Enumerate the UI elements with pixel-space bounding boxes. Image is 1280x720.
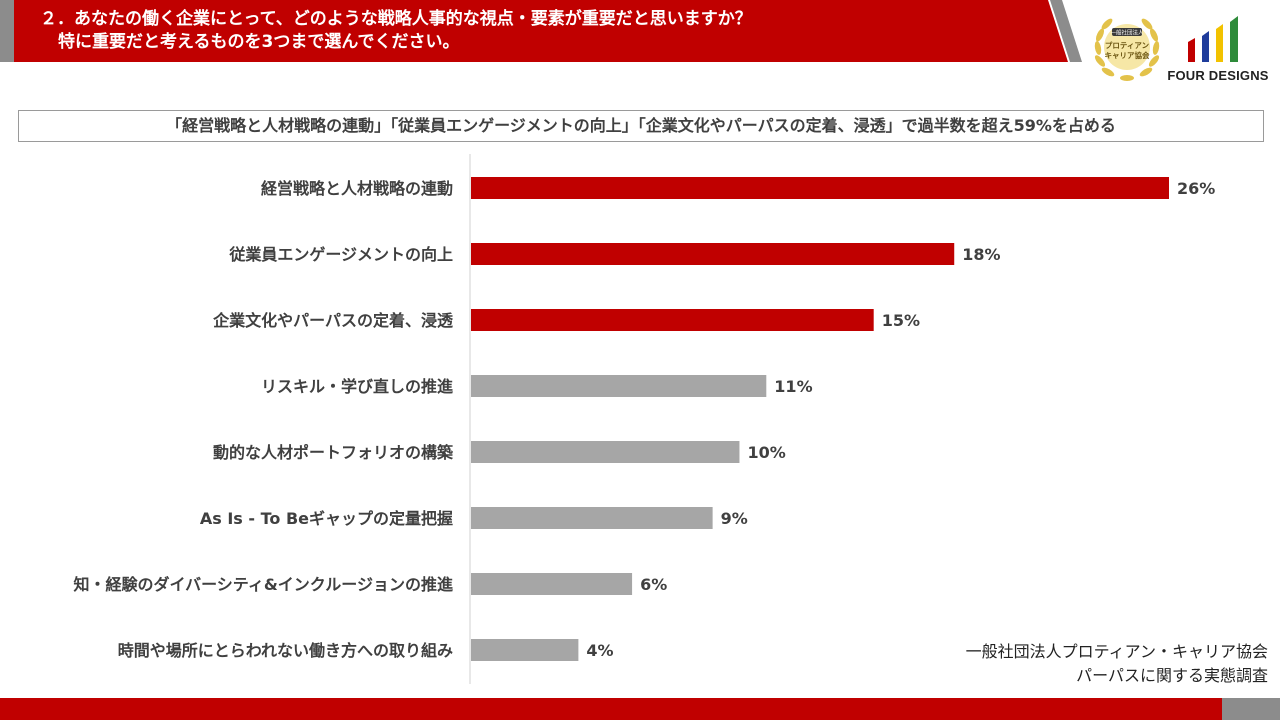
page-title-line1: ２．あなたの働く企業にとって、どのような戦略人事的な視点・要素が重要だと思います… [40, 9, 752, 29]
source-note: 一般社団法人プロティアン・キャリア協会 パーパスに関する実態調査 [966, 640, 1268, 688]
page-title-line2: 特に重要だと考えるものを3つまで選んでください。 [58, 32, 460, 52]
category-label: リスキル・学び直しの推進 [261, 377, 453, 396]
source-line1: 一般社団法人プロティアン・キャリア協会 [965, 642, 1268, 661]
data-label: 4% [586, 641, 613, 660]
data-label: 18% [962, 245, 1000, 264]
category-label: 従業員エンゲージメントの向上 [228, 245, 453, 264]
four-designs-wordmark: FOUR DESIGNS [1167, 68, 1269, 83]
data-label: 26% [1177, 179, 1215, 198]
seal-line2-text: キャリア協会 [1105, 50, 1150, 60]
protean-career-seal-logo: 一般社団法人 プロティアン キャリア協会 [1088, 8, 1166, 86]
data-label: 6% [640, 575, 667, 594]
bar [471, 507, 713, 529]
data-label: 9% [721, 509, 748, 528]
bar [471, 375, 767, 397]
bar [471, 639, 579, 661]
four-designs-logo [1166, 12, 1270, 88]
category-label: 企業文化やパーパスの定着、浸透 [212, 311, 454, 330]
bar [471, 177, 1169, 199]
bar [471, 441, 740, 463]
category-label: 経営戦略と人材戦略の連動 [261, 179, 453, 198]
category-label: 知・経験のダイバーシティ&インクルージョンの推進 [73, 575, 453, 594]
footer-band-grey [1222, 698, 1280, 720]
data-label: 11% [774, 377, 812, 396]
source-line2: パーパスに関する実態調査 [1076, 666, 1268, 685]
category-label: 時間や場所にとらわれない働き方への取り組み [118, 641, 453, 660]
category-label: 動的な人材ポートフォリオの構築 [213, 443, 454, 462]
bar [471, 573, 633, 595]
seal-line1-text: プロティアン [1105, 40, 1150, 50]
bar [471, 243, 955, 265]
data-label: 10% [747, 443, 785, 462]
page-title: ２．あなたの働く企業にとって、どのような戦略人事的な視点・要素が重要だと思います… [40, 8, 1040, 54]
seal-top-text: 一般社団法人 [1110, 29, 1144, 37]
header-banner-shape [0, 0, 1082, 62]
bar-chart: 経営戦略と人材戦略の連動 26% 従業員エンゲージメントの向上 18% 企業文化やパーパ… [73, 154, 1215, 684]
bar [471, 309, 874, 331]
footer-band-red [0, 698, 1222, 720]
header-banner: ２．あなたの働く企業にとって、どのような戦略人事的な視点・要素が重要だと思います… [0, 0, 1280, 62]
category-label: As Is - To Beギャップの定量把握 [200, 509, 453, 528]
data-label: 15% [882, 311, 920, 330]
chart-subtitle: 「経営戦略と人材戦略の連動」「従業員エンゲージメントの向上」「企業文化やパーパス… [18, 110, 1264, 142]
